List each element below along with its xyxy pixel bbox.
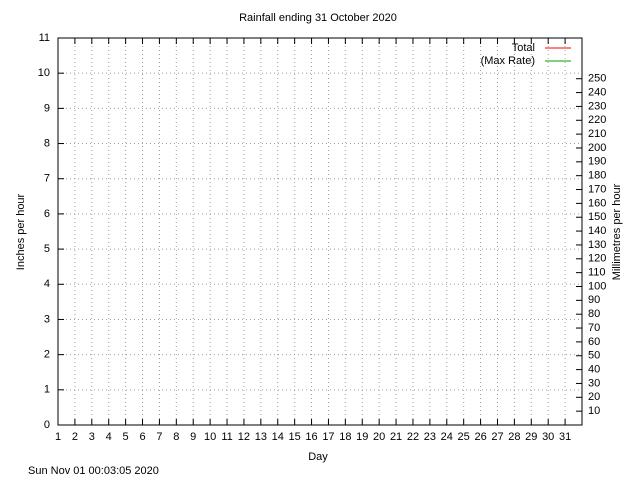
x-tick-label: 26 <box>474 431 486 443</box>
y2-tick-label: 90 <box>588 294 600 306</box>
y2-tick-label: 70 <box>588 322 600 334</box>
y-tick-label: 11 <box>39 32 50 44</box>
x-tick-label: 15 <box>289 431 301 443</box>
y-tick-label: 10 <box>38 67 50 79</box>
y-tick-label: 5 <box>44 243 50 255</box>
y2-tick-label: 130 <box>588 239 606 251</box>
footer: Sun Nov 01 00:03:05 2020 <box>28 465 159 477</box>
x-tick-label: 8 <box>173 431 179 443</box>
x-tick-label: 4 <box>106 431 112 443</box>
x-tick-label: 18 <box>339 431 351 443</box>
x-tick-label: 6 <box>139 431 145 443</box>
x-tick-label: 9 <box>190 431 196 443</box>
y2-tick-label: 80 <box>588 308 600 320</box>
x-tick-label: 3 <box>89 431 95 443</box>
y2-tick-label: 10 <box>588 405 600 417</box>
y-tick-label: 4 <box>44 278 50 290</box>
y2-axis-label: Millimetres per hour <box>611 183 623 280</box>
x-tick-label: 30 <box>542 431 554 443</box>
y2-tick-label: 60 <box>588 336 600 348</box>
x-tick-label: 10 <box>204 431 216 443</box>
x-tick-label: 22 <box>407 431 419 443</box>
x-tick-label: 27 <box>491 431 503 443</box>
y2-tick-label: 200 <box>588 142 606 154</box>
y2-tick-label: 230 <box>588 100 606 112</box>
chart-title: Rainfall ending 31 October 2020 <box>239 12 397 24</box>
x-tick-label: 13 <box>255 431 267 443</box>
x-tick-label: 29 <box>525 431 537 443</box>
y2-tick-label: 150 <box>588 211 606 223</box>
y2-tick-label: 210 <box>588 128 606 140</box>
y-tick-label: 8 <box>44 137 50 149</box>
x-tick-label: 31 <box>559 431 571 443</box>
y-tick-label: 7 <box>44 173 50 185</box>
y-tick-label: 1 <box>44 384 50 396</box>
y-tick-label: 2 <box>44 349 50 361</box>
y-tick-label: 6 <box>44 208 50 220</box>
x-tick-label: 25 <box>458 431 470 443</box>
y2-tick-label: 110 <box>588 267 606 279</box>
x-tick-label: 23 <box>424 431 436 443</box>
x-tick-label: 24 <box>441 431 453 443</box>
y2-tick-label: 220 <box>588 114 606 126</box>
legend-label: (Max Rate) <box>481 55 535 67</box>
y2-tick-label: 30 <box>588 377 600 389</box>
y-tick-label: 3 <box>44 313 50 325</box>
y2-tick-label: 40 <box>588 364 600 376</box>
y2-tick-label: 100 <box>588 280 606 292</box>
legend-label: Total <box>512 42 535 54</box>
x-tick-label: 28 <box>508 431 520 443</box>
y2-tick-label: 180 <box>588 170 606 182</box>
y-tick-label: 0 <box>44 419 50 431</box>
y2-tick-label: 240 <box>588 86 606 98</box>
x-tick-label: 11 <box>221 431 232 443</box>
x-tick-label: 14 <box>272 431 284 443</box>
x-tick-label: 19 <box>356 431 368 443</box>
y2-tick-label: 160 <box>588 197 606 209</box>
x-tick-label: 21 <box>390 431 402 443</box>
y2-tick-label: 50 <box>588 350 600 362</box>
y2-tick-label: 250 <box>588 73 606 85</box>
x-tick-label: 5 <box>123 431 129 443</box>
x-tick-label: 16 <box>305 431 317 443</box>
y2-tick-label: 190 <box>588 156 606 168</box>
x-tick-label: 20 <box>373 431 385 443</box>
plot-border <box>57 37 583 426</box>
x-axis-label: Day <box>308 451 328 463</box>
y2-tick-label: 140 <box>588 225 606 237</box>
y2-tick-label: 120 <box>588 253 606 265</box>
y-axis-label: Inches per hour <box>15 193 27 270</box>
y2-tick-label: 20 <box>588 391 600 403</box>
x-tick-label: 7 <box>156 431 162 443</box>
x-tick-label: 2 <box>72 431 78 443</box>
y-tick-label: 9 <box>44 102 50 114</box>
y2-tick-label: 170 <box>588 183 606 195</box>
x-tick-label: 1 <box>55 431 61 443</box>
x-tick-label: 12 <box>238 431 250 443</box>
x-tick-label: 17 <box>322 431 334 443</box>
